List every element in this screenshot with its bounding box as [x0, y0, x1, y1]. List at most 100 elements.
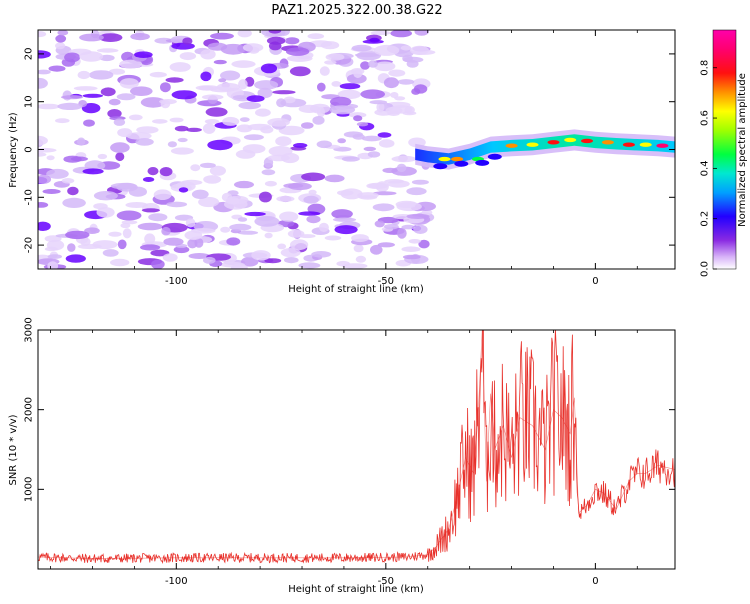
spectrogram-cell [134, 51, 153, 58]
spectrogram-cell [331, 81, 342, 87]
spectrogram-cell [406, 187, 427, 196]
spectrogram-cell [107, 109, 122, 118]
spectrogram-cell [169, 62, 191, 72]
spectrogram-cell [330, 96, 352, 107]
spectrogram-cell [220, 226, 231, 233]
spectrogram-cell [98, 33, 123, 42]
spectrogram-cell [185, 218, 196, 228]
spectrogram-cell [387, 180, 410, 188]
spectrogram-cell [301, 122, 314, 129]
spectrogram-cell [70, 156, 88, 162]
spectrogram-cell [396, 163, 407, 173]
spectrogram-cell [373, 44, 400, 56]
spectrogram-cell [244, 211, 266, 217]
spectrogram-cell [421, 209, 433, 216]
spectrogram-cell [96, 48, 119, 53]
spectrogram-cell [126, 132, 152, 140]
spectrogram-cell [46, 155, 55, 161]
spectrogram-cell [413, 224, 428, 234]
spectrogram-cell [356, 50, 382, 61]
spectrogram-cell [116, 210, 142, 221]
spectrogram-cell [264, 258, 282, 264]
spectrogram-cell [268, 30, 282, 34]
spectrogram-cell [414, 30, 429, 36]
spectrogram-cell [159, 167, 173, 177]
spectrogram-cell [370, 244, 383, 255]
spectrogram-ytick-label: -20 [24, 237, 35, 253]
spectrogram-cell [108, 231, 122, 237]
spectrogram-cell [372, 203, 395, 212]
spectrogram-cell [89, 70, 114, 80]
spectrogram-cell [368, 60, 378, 68]
spectrogram-cell [272, 90, 296, 95]
colorbar-tick-label: 0.2 [700, 211, 711, 227]
snr-series [38, 330, 675, 564]
spectrogram-cell [116, 93, 136, 101]
spectrogram-cell [401, 224, 416, 230]
spectrogram-cell [397, 227, 407, 239]
spectrogram-cell [77, 243, 102, 250]
snr-ticks: -100 -50 0 1000 2000 3000 [24, 317, 675, 587]
spectrogram-cell [64, 52, 81, 63]
chart-title: PAZ1.2025.322.00.38.G22 [271, 3, 442, 18]
spectrogram-ytick-label: 10 [24, 95, 35, 108]
spectrogram-cell [396, 202, 422, 212]
spectrogram-cell [137, 222, 163, 231]
spectrogram-cell [108, 68, 126, 75]
spectrogram-cell [81, 103, 101, 114]
spectrogram-cell [117, 239, 127, 250]
spectrogram-cell [319, 66, 330, 76]
spectrogram-cell [353, 244, 364, 253]
snr-xlabel: Height of straight line (km) [288, 584, 424, 595]
colorbar-gradient [712, 29, 737, 270]
spectrogram-cell [149, 71, 167, 78]
spectrogram-cell [79, 33, 104, 42]
spectrogram-cell [203, 175, 222, 184]
spectrogram-cell [178, 187, 189, 193]
spectrogram-cell [284, 37, 300, 45]
spectrogram-cell [267, 118, 290, 127]
spectrogram-cell [199, 162, 216, 168]
spectrogram-cell [144, 233, 156, 245]
spectrogram-cell [372, 191, 397, 196]
spectrogram-cell [38, 103, 60, 110]
spectrogram-cell [339, 83, 361, 90]
spectrogram-cell [324, 235, 342, 241]
spectrogram-blob [475, 159, 490, 166]
spectrogram-cell [220, 70, 241, 81]
spectrogram-cell [151, 259, 165, 269]
spectrogram-cell [231, 60, 256, 68]
spectrogram-cell [48, 65, 66, 72]
spectrogram-cell [280, 248, 301, 258]
spectrogram-cell [261, 169, 276, 176]
spectrogram-cell [128, 186, 147, 197]
spectrogram-cell [210, 32, 234, 40]
snr-xtick-label: -100 [165, 576, 188, 587]
spectrogram-cell [170, 147, 194, 155]
spectrogram-cell [128, 114, 143, 121]
spectrogram-cell [400, 45, 412, 51]
spectrogram-cell [119, 59, 143, 69]
spectrogram-cell [351, 44, 372, 52]
spectrogram-cell [402, 54, 413, 63]
spectrogram-cell [298, 211, 321, 216]
spectrogram-cell [242, 43, 264, 52]
spectrogram-cell [260, 126, 274, 134]
spectrogram-cell [44, 246, 58, 252]
snr-ytick-label: 3000 [24, 317, 35, 342]
spectrogram-cell [82, 93, 104, 98]
spectrogram-cell [224, 198, 248, 210]
spectrogram-cell [169, 117, 184, 123]
spectrogram-xtick-label: 0 [592, 276, 598, 287]
spectrogram-cell [332, 217, 357, 222]
spectrogram-cell [411, 88, 421, 95]
spectrogram-cell [232, 95, 247, 100]
spectrogram-cell [289, 66, 311, 77]
spectrogram-cell [377, 242, 395, 248]
spectrogram-cell [318, 222, 329, 232]
spectrogram-cell [290, 239, 309, 251]
spectrogram-cell [237, 217, 248, 222]
spectrogram-cell [285, 47, 310, 56]
